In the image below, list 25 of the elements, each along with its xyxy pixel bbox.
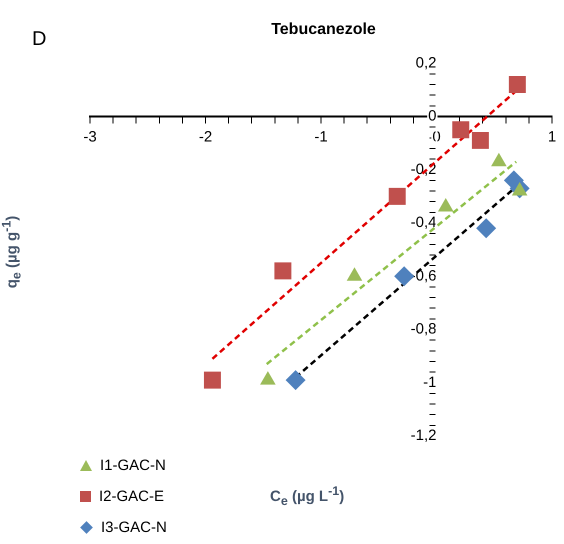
point [472,132,489,149]
point [204,372,221,389]
legend-label: I3-GAC-N [101,519,167,536]
point [508,76,526,93]
y-tick-label: -0,8 [410,320,436,338]
point [476,218,496,238]
y-tick-label: -1,2 [410,427,436,444]
point [452,121,470,138]
x-tick-label: -1 [314,128,328,146]
text: D [32,28,46,51]
x-tick-label: -2 [198,128,212,146]
y-tick-label: -1 [423,374,436,391]
chart-title: Tebucanezole [271,21,376,38]
point [388,188,406,205]
x-axis-title: C$_{e}$ (µg L$^{-1}$) [270,484,344,508]
y-tick-label: -0,4 [410,214,436,232]
legend-label: I2-GAC-E [99,488,164,505]
legend-label: I1-GAC-N [100,457,166,474]
y-tick-label: 0 [428,108,436,125]
point [394,266,414,286]
x-tick-label: 1 [548,128,556,146]
y-tick-label: 0,2 [416,54,436,72]
point [286,370,306,390]
x-tick-label: -3 [83,128,97,146]
point [274,262,292,280]
